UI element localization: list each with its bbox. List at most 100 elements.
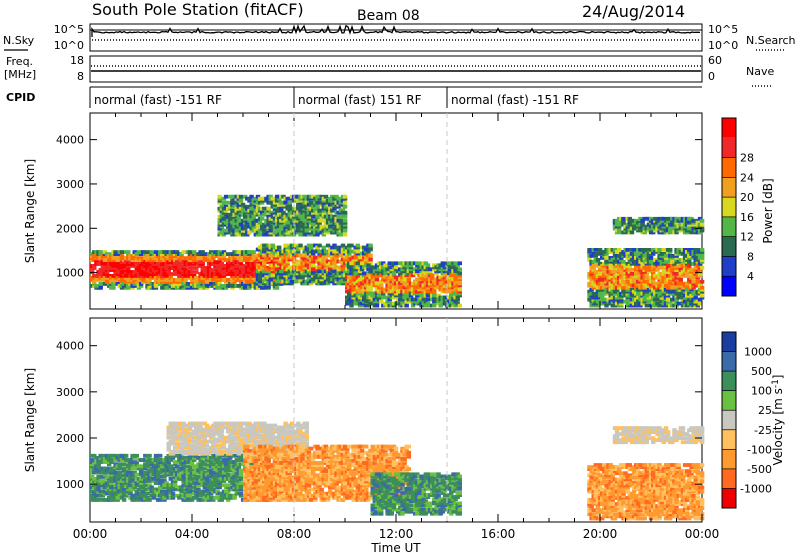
heatmap-cell bbox=[141, 489, 146, 494]
heatmap-cell bbox=[217, 196, 222, 201]
heatmap-cell bbox=[604, 271, 609, 276]
heatmap-cell bbox=[228, 206, 233, 211]
heatmap-cell bbox=[170, 470, 176, 475]
heatmap-cell bbox=[172, 268, 178, 272]
heatmap-cell bbox=[306, 255, 312, 260]
cpid-segment-label: normal (fast) -151 RF bbox=[451, 93, 579, 107]
heatmap-cell bbox=[325, 230, 331, 235]
heatmap-cell bbox=[621, 271, 626, 276]
heatmap-cell bbox=[387, 281, 392, 286]
heatmap-cell bbox=[325, 281, 331, 286]
heatmap-cell bbox=[113, 280, 118, 284]
heatmap-cell bbox=[113, 470, 118, 475]
heatmap-cell bbox=[283, 200, 288, 205]
heatmap-cell bbox=[625, 248, 630, 252]
heatmap-cell bbox=[187, 252, 193, 256]
heatmap-cell bbox=[92, 258, 97, 262]
heatmap-cell bbox=[629, 230, 635, 235]
heatmap-cell bbox=[221, 266, 227, 270]
heatmap-cell bbox=[92, 462, 97, 467]
heatmap-cell bbox=[164, 491, 169, 496]
heatmap-cell bbox=[228, 226, 233, 231]
heatmap-cell bbox=[134, 495, 139, 500]
heatmap-cell bbox=[648, 285, 654, 290]
heatmap-cell bbox=[646, 265, 652, 270]
heatmap-cell bbox=[319, 226, 324, 231]
heatmap-cell bbox=[693, 254, 698, 258]
heatmap-cell bbox=[347, 291, 352, 296]
heatmap-cell bbox=[308, 220, 314, 225]
heatmap-cell bbox=[200, 278, 205, 282]
heatmap-cell bbox=[357, 291, 363, 296]
heatmap-cell bbox=[457, 293, 462, 298]
heatmap-cell bbox=[366, 297, 371, 302]
heatmap-cell bbox=[600, 287, 605, 292]
heatmap-cell bbox=[306, 232, 312, 237]
heatmap-cell bbox=[298, 230, 303, 235]
heatmap-cell bbox=[302, 230, 307, 235]
heatmap-cell bbox=[109, 487, 114, 492]
heatmap-cell bbox=[330, 222, 335, 227]
heatmap-cell bbox=[385, 299, 390, 304]
heatmap-cell bbox=[296, 247, 301, 252]
heatmap-cell bbox=[321, 281, 326, 286]
heatmap-cell bbox=[236, 220, 241, 225]
heatmap-cell bbox=[379, 299, 384, 304]
heatmap-cell bbox=[695, 220, 700, 225]
heatmap-cell bbox=[325, 214, 331, 219]
heatmap-cell bbox=[402, 291, 407, 296]
heatmap-cell bbox=[646, 261, 652, 266]
heatmap-cell bbox=[166, 270, 171, 274]
heatmap-cell bbox=[600, 279, 605, 284]
heatmap-cell bbox=[213, 264, 218, 268]
heatmap-cell bbox=[209, 481, 214, 485]
heatmap-cell bbox=[115, 258, 120, 262]
heatmap-cell bbox=[646, 254, 652, 258]
heatmap-cell bbox=[243, 194, 248, 199]
heatmap-cell bbox=[636, 228, 641, 233]
heatmap-cell bbox=[370, 275, 375, 280]
freq-panel-frame bbox=[89, 55, 703, 83]
heatmap-cell bbox=[311, 265, 316, 270]
heatmap-cell bbox=[355, 245, 360, 250]
heatmap-cell bbox=[691, 222, 696, 227]
heatmap-cell bbox=[181, 266, 186, 270]
heatmap-cell bbox=[226, 453, 231, 458]
heatmap-cell bbox=[634, 293, 639, 298]
heatmap-cell bbox=[328, 267, 333, 272]
heatmap-cell bbox=[124, 453, 129, 458]
heatmap-cell bbox=[300, 214, 305, 219]
heatmap-cell bbox=[158, 258, 163, 262]
heatmap-cell bbox=[421, 301, 426, 306]
heatmap-cell bbox=[162, 268, 167, 272]
heatmap-cell bbox=[447, 261, 452, 266]
heatmap-cell bbox=[328, 275, 333, 280]
heatmap-cell bbox=[245, 232, 250, 237]
heatmap-cell bbox=[206, 266, 212, 270]
heatmap-cell bbox=[187, 485, 193, 490]
heatmap-cell bbox=[253, 228, 258, 233]
heatmap-cell bbox=[111, 282, 116, 286]
heatmap-cell bbox=[685, 283, 690, 288]
heatmap-cell bbox=[175, 493, 180, 498]
heatmap-cell bbox=[268, 258, 273, 262]
heatmap-cell bbox=[240, 254, 246, 258]
heatmap-cell bbox=[102, 458, 108, 462]
heatmap-cell bbox=[168, 252, 173, 256]
heatmap-cell bbox=[342, 220, 348, 225]
heatmap-cell bbox=[230, 264, 235, 268]
heatmap-cell bbox=[251, 226, 256, 231]
heatmap-cell bbox=[109, 460, 114, 464]
heatmap-cell bbox=[300, 216, 305, 221]
heatmap-cell bbox=[155, 487, 161, 492]
heatmap-cell bbox=[604, 277, 609, 282]
cpid-segments: normal (fast) -151 RF normal (fast) 151 R… bbox=[89, 87, 579, 108]
heatmap-cell bbox=[642, 250, 647, 254]
heatmap-cell bbox=[695, 281, 700, 286]
heatmap-cell bbox=[268, 224, 273, 229]
heatmap-cell bbox=[211, 487, 216, 492]
heatmap-cell bbox=[663, 218, 669, 223]
heatmap-cell bbox=[408, 269, 414, 274]
heatmap-cell bbox=[425, 301, 431, 306]
heatmap-cell bbox=[160, 278, 165, 282]
